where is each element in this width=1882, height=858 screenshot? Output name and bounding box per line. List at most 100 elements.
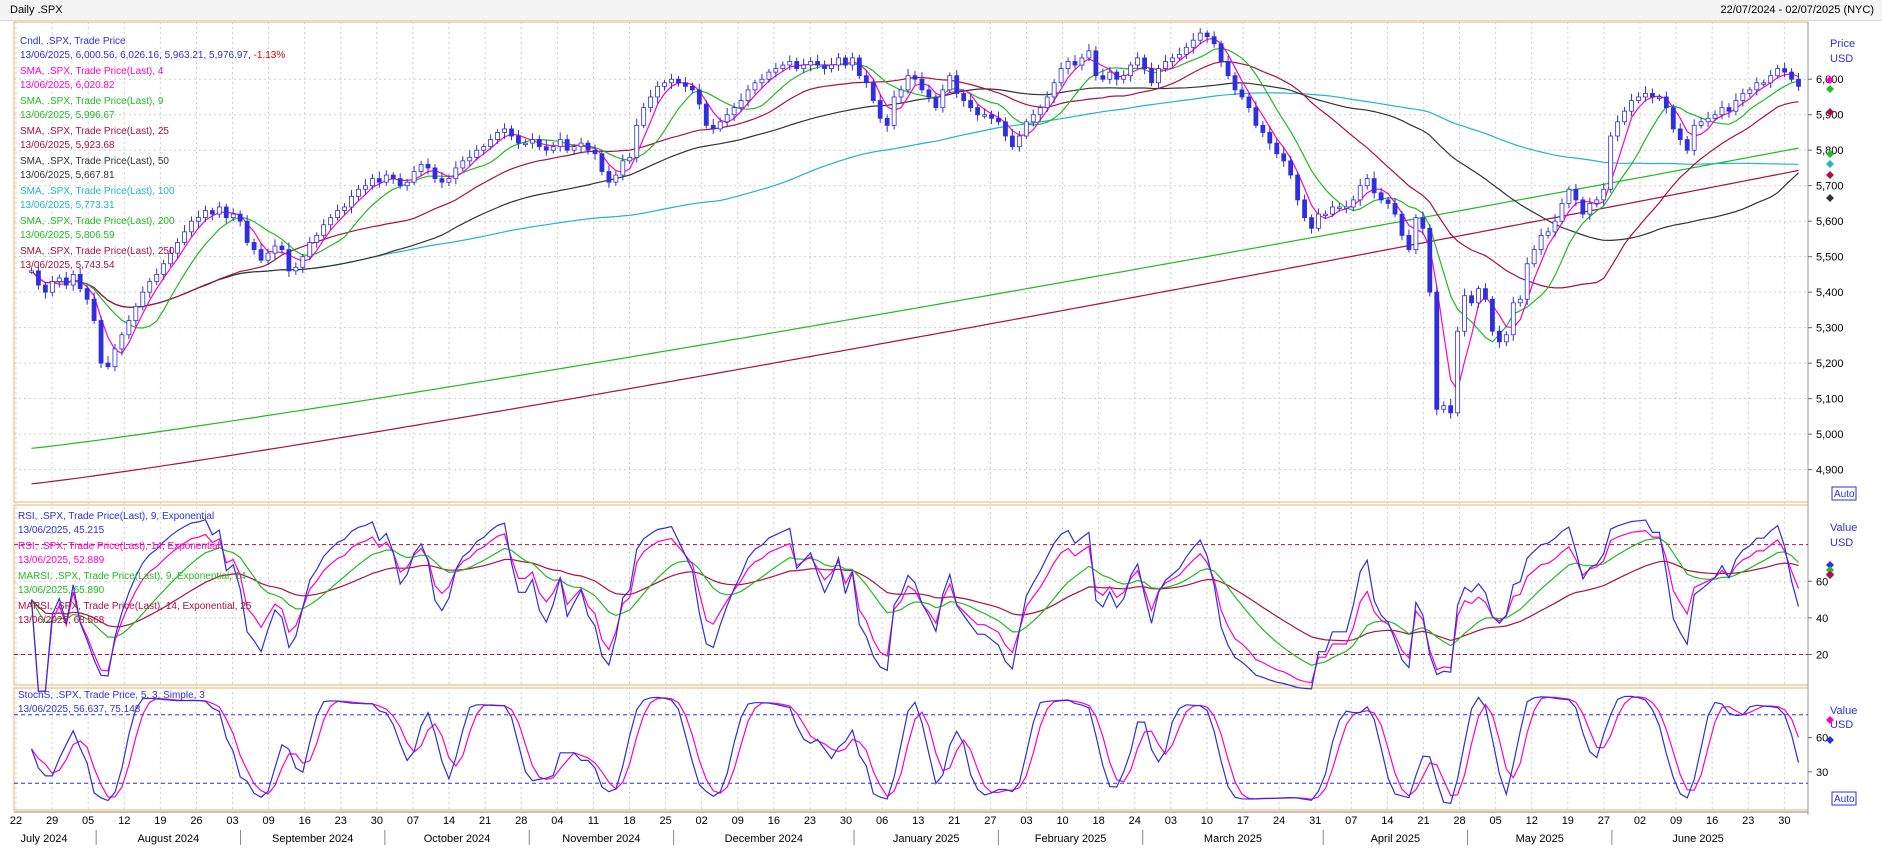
candle [1225,61,1231,77]
x-month-label: June 2025 [1672,833,1723,845]
candle [1608,135,1614,190]
candle [1183,46,1189,55]
candle [620,160,626,176]
price-tick-label: 5,200 [1816,358,1844,370]
candle [655,85,660,98]
candle [418,164,424,172]
rsi-legend-value: 13/06/2025, 68.568 [18,615,105,626]
candle [703,103,709,126]
candle [154,274,160,282]
candle [1524,263,1530,300]
candle [543,146,549,151]
candle [1149,68,1154,84]
x-day-label: 24 [1273,815,1285,827]
candle [1364,178,1370,187]
candle [1288,160,1294,176]
candle [1163,61,1168,69]
price-legend-label: SMA, .SPX, Trade Price(Last), 250 [20,246,175,257]
auto-button: Auto [1834,794,1855,805]
x-day-label: 22 [10,815,22,827]
candle [1677,128,1683,140]
candle [905,75,911,91]
auto-button-frame[interactable] [1831,486,1857,501]
x-day-label: 07 [407,815,419,827]
candle [766,71,772,80]
price-legend-label: SMA, .SPX, Trade Price(Last), 200 [20,216,175,227]
candle [1566,188,1572,204]
price-legend-label: SMA, .SPX, Trade Price(Last), 4 [20,66,164,77]
candle [836,57,841,66]
candle [105,362,111,368]
candle [140,291,146,307]
x-day-label: 21 [1417,815,1429,827]
candle [863,75,869,84]
candle [1086,50,1092,59]
stoch-axis-label: Value [1830,705,1857,717]
candle [940,89,946,109]
candle [912,75,918,80]
candle [1246,96,1252,109]
candle [63,277,69,286]
series-marker [1826,566,1834,574]
x-day-label: 05 [82,815,94,827]
x-month-label: March 2025 [1204,833,1262,845]
candle [801,64,807,69]
candle [307,242,313,258]
candle [1434,291,1440,410]
candle [731,107,737,116]
price-legend-value: 13/06/2025, 5,667.81 [20,170,115,181]
candle [1357,185,1363,201]
series-marker [1826,736,1834,744]
candle [1343,206,1349,209]
rsi-tick-label: 40 [1816,613,1828,625]
candle [1211,36,1217,45]
candle [1796,78,1801,87]
price-legend-value: 13/06/2025, 5,743.54 [20,260,115,271]
candle [1733,100,1739,112]
x-month-label: July 2024 [20,833,67,845]
candle [314,234,320,243]
candle [794,61,800,69]
candle [843,57,848,66]
candle [738,100,744,109]
candle [265,252,271,261]
candle [1232,75,1238,91]
candle [202,210,208,219]
candle [676,78,681,84]
x-month-label: May 2025 [1516,833,1564,845]
candle [683,82,688,87]
candle [356,188,361,197]
candle [126,320,132,336]
candle [926,89,932,98]
candle [49,281,55,293]
series-marker [1826,160,1834,168]
candle [808,61,814,66]
candle [77,274,83,290]
candle [696,89,702,105]
panel-frame-1 [13,504,1809,686]
candle [328,217,334,226]
x-day-label: 17 [1237,815,1249,827]
candle [1496,330,1502,343]
auto-button-frame[interactable] [1831,791,1857,806]
candle [634,124,640,158]
price-tick-label: 5,400 [1816,287,1844,299]
x-month-label: February 2025 [1035,833,1107,845]
candle [1309,217,1314,229]
candle [1072,61,1078,66]
candle [884,117,890,126]
candle [70,274,76,286]
candle [1399,213,1405,236]
candle [182,231,187,243]
candle [230,213,236,219]
rsi-9-line [30,518,1800,692]
candle [209,210,215,215]
candle [1643,93,1648,98]
price-tick-label: 5,100 [1816,394,1844,406]
candle [1135,57,1141,66]
candle [919,78,925,91]
candle [689,85,695,91]
candle [1663,96,1669,109]
candle [550,146,556,151]
